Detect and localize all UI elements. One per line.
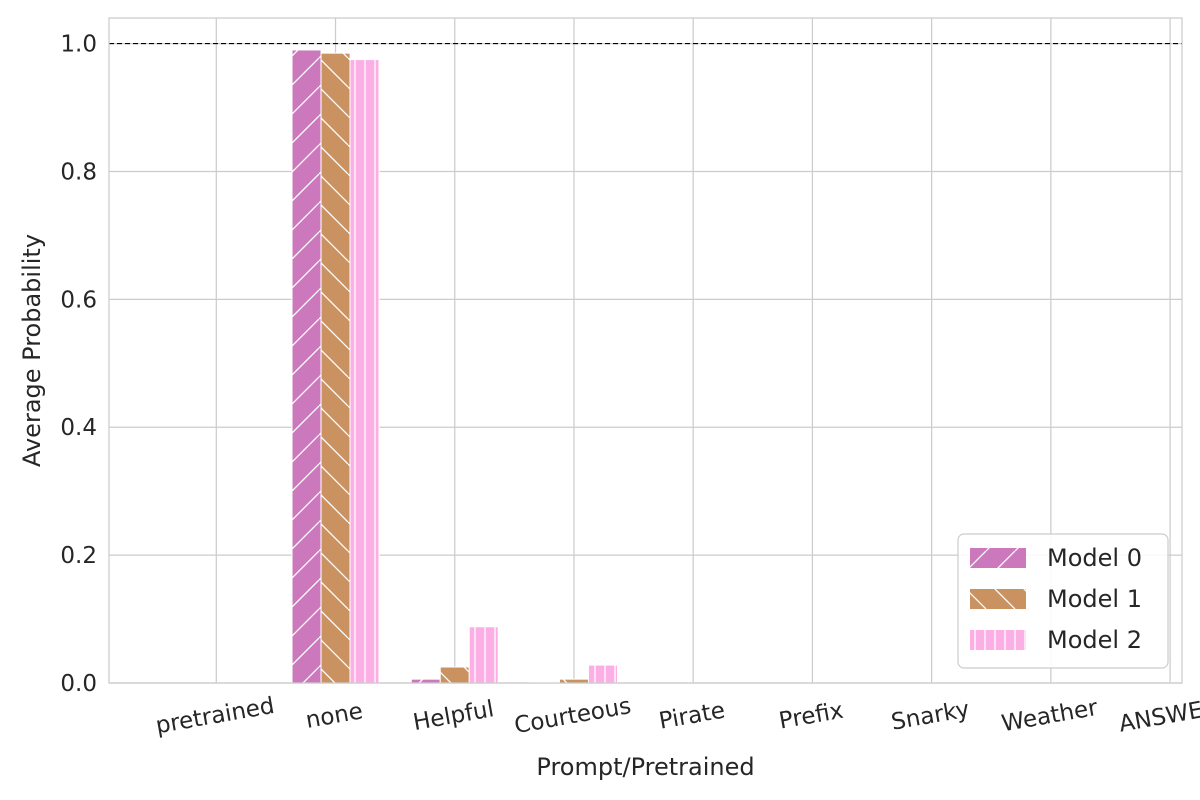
y-tick-label: 0.6: [60, 287, 97, 313]
bar-model-2-none: [349, 59, 380, 684]
x-tick-label: ANSWER: [1117, 695, 1200, 738]
y-tick-label: 0.2: [60, 543, 97, 569]
y-tick-label: 1.0: [60, 32, 97, 58]
x-tick-label: Pirate: [657, 698, 727, 735]
x-tick-label: none: [304, 698, 365, 734]
legend-item: Model 1: [970, 585, 1142, 613]
x-tick-label: Snarky: [889, 696, 971, 735]
bar-model-2-courteous: [587, 664, 618, 684]
y-tick-label: 0.8: [60, 159, 97, 185]
y-axis-title: Average Probability: [18, 234, 46, 467]
legend-label: Model 1: [1047, 585, 1142, 613]
y-tick-labels: 0.0 0.2 0.4 0.6 0.8 1.0: [60, 32, 97, 697]
plot-frame: [108, 17, 1183, 684]
y-tick-label: 0.0: [60, 671, 97, 697]
legend-item: Model 0: [970, 544, 1142, 572]
legend-label: Model 0: [1047, 544, 1142, 572]
bar-model-0-none: [291, 49, 322, 684]
bar-model-1-helpful: [439, 666, 470, 684]
x-tick-label: pretrained: [154, 693, 277, 739]
legend-item: Model 2: [970, 626, 1142, 654]
x-tick-labels: pretrained none Helpful Courteous Pirate Pref…: [154, 693, 1200, 739]
bars: [291, 49, 618, 684]
x-tick-label: Courteous: [512, 693, 633, 739]
legend: Model 0 Model 1 Model 2: [957, 533, 1169, 669]
x-tick-label: Prefix: [777, 698, 845, 735]
legend-label: Model 2: [1047, 626, 1142, 654]
x-tick-label: Helpful: [411, 696, 496, 736]
bar-model-2-helpful: [468, 626, 499, 684]
bar-model-1-none: [320, 52, 351, 684]
x-tick-label: Weather: [1000, 695, 1100, 738]
x-axis-title: Prompt/Pretrained: [536, 753, 754, 781]
y-tick-label: 0.4: [60, 415, 97, 441]
